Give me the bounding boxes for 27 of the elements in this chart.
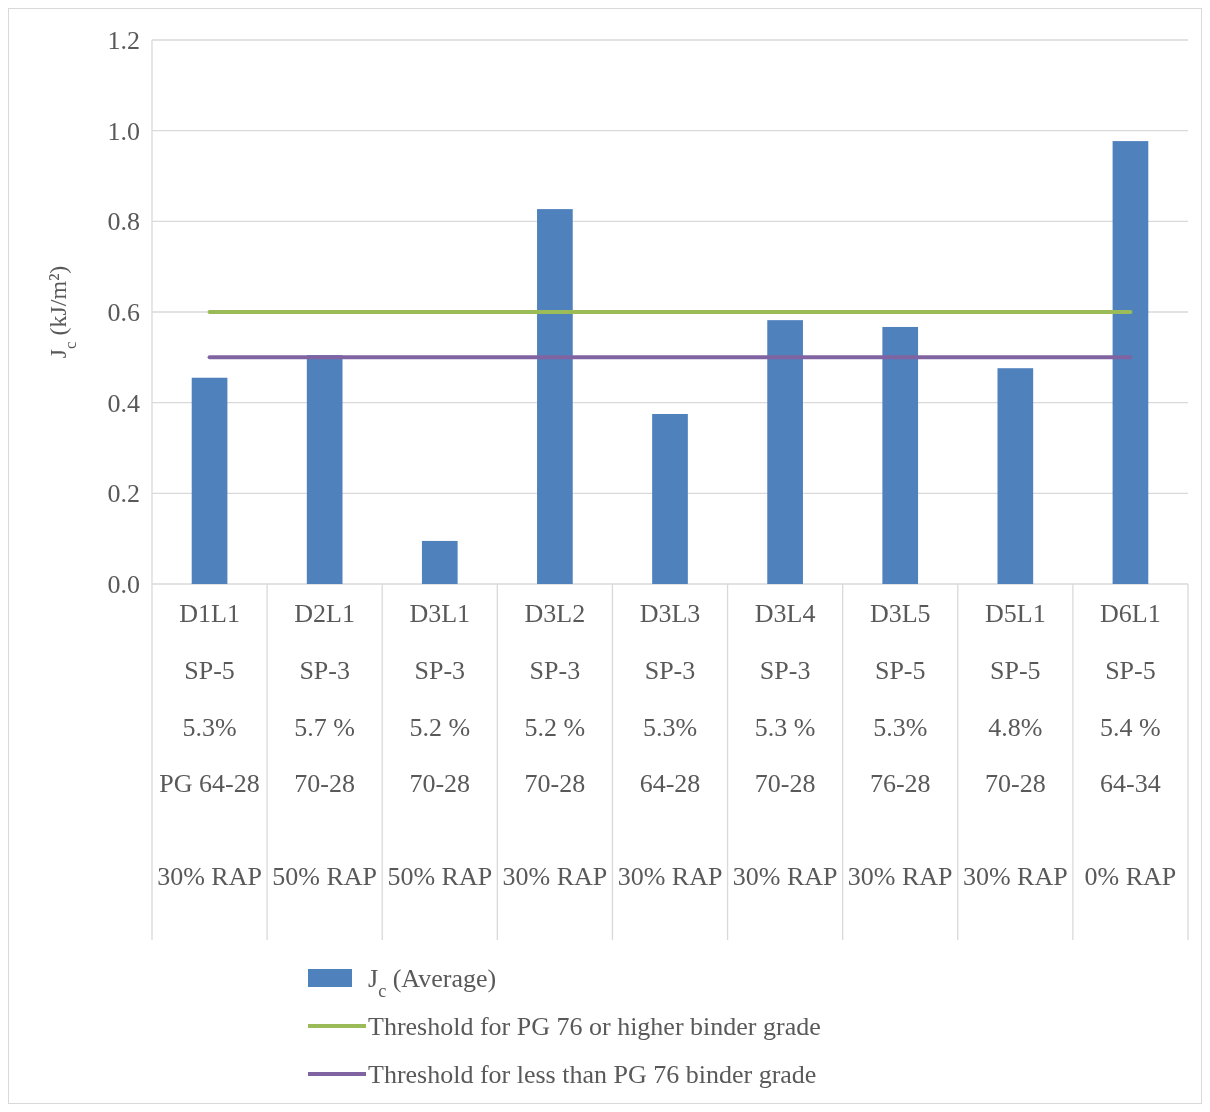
category-label: D3L1 SP-3 5.2 % 70-28 50% RAP [387,599,493,891]
bar [882,326,919,584]
y-tick-label: 0.4 [107,388,140,418]
legend-label: J$_{c}$ (Average) [368,964,497,1002]
y-tick-label: 0.8 [107,207,140,237]
bar [191,377,228,584]
y-tick-label: 0.6 [107,298,140,328]
bar [767,320,803,584]
y-tick-label: 1.0 [107,116,140,146]
category-label: D1L1 SP-5 5.3% PG 64-28 30% RAP [157,599,262,891]
category-label: D3L2 SP-3 5.2 % 70-28 30% RAP [502,599,608,891]
bar [997,368,1034,584]
y-tick-label: 0.2 [107,479,140,509]
y-tick-label: 0.0 [107,570,140,600]
legend-label: Threshold for less than PG 76 binder grade [368,1060,817,1090]
y-tick-label: 1.2 [107,26,140,56]
category-label: D2L1 SP-3 5.7 % 70-28 50% RAP [272,599,378,891]
category-label: D5L1 SP-5 4.8% 70-28 30% RAP [962,599,1068,891]
category-label: D3L5 SP-5 5.3% 76-28 30% RAP [847,599,953,891]
bar [537,209,573,584]
category-label: D3L4 SP-3 5.3 % 70-28 30% RAP [732,599,838,891]
bar [652,414,688,584]
bar [421,540,458,584]
bar [1112,141,1149,584]
category-label: D6L1 SP-5 5.4 % 64-34 0% RAP [1084,599,1177,891]
category-label: D3L3 SP-3 5.3% 64-28 30% RAP [617,599,723,891]
legend-label: Threshold for PG 76 or higher binder grade [368,1012,821,1042]
